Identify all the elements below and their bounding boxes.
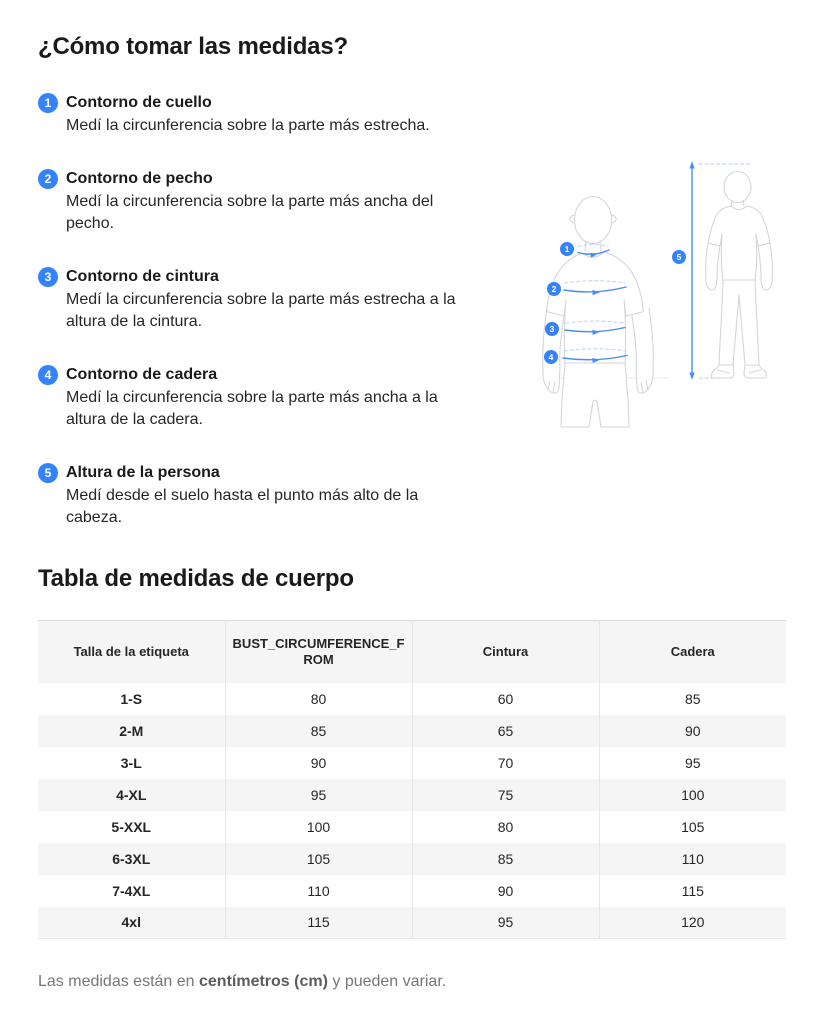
size-label: 2-M <box>38 714 225 747</box>
footnote-prefix: Las medidas están en <box>38 973 199 990</box>
bust-value: 100 <box>224 810 412 843</box>
size-label: 3-L <box>120 754 142 771</box>
waist-value: 80 <box>411 810 599 843</box>
size-label: 6-3XL <box>38 842 225 875</box>
instruction-head: 5 Altura de la persona <box>38 462 508 484</box>
table-row: 6-3XL 105 85 110 <box>38 842 786 875</box>
footnote-units: centímetros (cm) <box>199 973 328 990</box>
instruction-head: 2 Contorno de pecho <box>38 168 508 190</box>
table-row: 4xl 115 95 120 <box>38 906 786 939</box>
instruction-item-neck: 1 Contorno de cuello Medí la circunferen… <box>38 92 508 137</box>
col-header-waist: Cintura <box>411 620 599 683</box>
table-header: Talla de la etiqueta BUST_CIRCUMFERENCE_… <box>38 620 786 683</box>
figure-badge-1: 1 <box>560 242 574 256</box>
figure-badge-5: 5 <box>672 250 686 264</box>
waist-value: 75 <box>411 778 599 811</box>
svg-text:4: 4 <box>549 352 554 362</box>
instruction-item-chest: 2 Contorno de pecho Medí la circunferenc… <box>38 168 508 235</box>
size-label: 5-XXL <box>111 818 152 835</box>
measurement-figure: 1 2 3 4 <box>536 150 786 440</box>
hip-value: 110 <box>598 842 786 875</box>
body-measurements-table: Talla de la etiqueta BUST_CIRCUMFERENCE_… <box>38 620 786 939</box>
step-2-badge: 2 <box>38 169 58 189</box>
size-label: 4-XL <box>38 778 225 811</box>
instruction-item-hip: 4 Contorno de cadera Medí la circunferen… <box>38 364 508 431</box>
table-body: 1-S 80 60 85 2-M 85 65 90 3-L 90 70 95 4… <box>38 682 786 939</box>
table-row: 1-S 80 60 85 <box>38 682 786 715</box>
instruction-head: 4 Contorno de cadera <box>38 364 508 386</box>
table-row: 5-XXL 100 80 105 <box>38 810 786 843</box>
units-footnote: Las medidas están en centímetros (cm) y … <box>38 971 786 993</box>
table-row: 7-4XL 110 90 115 <box>38 874 786 907</box>
size-guide-page: ¿Cómo tomar las medidas? 1 Contorno de c… <box>38 33 786 993</box>
bust-value: 85 <box>224 714 412 747</box>
size-label: 1-S <box>120 690 143 707</box>
footnote-suffix: y pueden variar. <box>327 973 447 990</box>
instruction-description: Medí la circunferencia sobre la parte má… <box>66 117 430 134</box>
table-row: 4-XL 95 75 100 <box>38 778 786 811</box>
svg-text:3: 3 <box>550 324 555 334</box>
hip-value: 120 <box>598 906 786 939</box>
figure-badge-3: 3 <box>545 322 559 336</box>
instruction-title: Contorno de cuello <box>66 94 212 111</box>
instructions-list: 1 Contorno de cuello Medí la circunferen… <box>38 92 508 529</box>
figure-badge-2: 2 <box>547 282 561 296</box>
instruction-title: Altura de la persona <box>66 464 220 481</box>
waist-value: 90 <box>411 874 599 907</box>
hip-value: 100 <box>598 778 786 811</box>
size-label: 7-4XL <box>112 882 151 899</box>
instruction-description: Medí la circunferencia sobre la parte má… <box>66 193 434 232</box>
bust-value: 105 <box>224 842 412 875</box>
table-row: 3-L 90 70 95 <box>38 746 786 779</box>
size-label: 4xl <box>38 906 225 939</box>
instruction-head: 1 Contorno de cuello <box>38 92 508 114</box>
instruction-description: Medí la circunferencia sobre la parte má… <box>66 389 438 428</box>
instruction-title: Contorno de cintura <box>66 268 219 285</box>
hip-value: 95 <box>598 746 786 779</box>
svg-text:5: 5 <box>677 252 682 262</box>
instruction-head: 3 Contorno de cintura <box>38 266 508 288</box>
col-header-size: Talla de la etiqueta <box>38 620 225 683</box>
front-body-figure: 1 2 3 4 <box>538 195 670 428</box>
body-measurement-illustration: 1 2 3 4 <box>538 161 773 428</box>
step-5-badge: 5 <box>38 463 58 483</box>
table-row: 2-M 85 65 90 <box>38 714 786 747</box>
instruction-item-height: 5 Altura de la persona Medí desde el sue… <box>38 462 508 529</box>
page-title: ¿Cómo tomar las medidas? <box>38 33 348 60</box>
instruction-title: Contorno de pecho <box>66 170 213 187</box>
bust-value: 95 <box>224 778 412 811</box>
instruction-title: Contorno de cadera <box>66 366 218 383</box>
instruction-description: Medí desde el suelo hasta el punto más a… <box>66 487 419 526</box>
bust-value: 80 <box>224 682 412 715</box>
svg-text:1: 1 <box>565 244 570 254</box>
bust-value: 115 <box>224 906 412 939</box>
svg-text:2: 2 <box>552 284 557 294</box>
waist-value: 85 <box>411 842 599 875</box>
step-3-badge: 3 <box>38 267 58 287</box>
instruction-item-waist: 3 Contorno de cintura Medí la circunfere… <box>38 266 508 333</box>
col-header-hip: Cadera <box>598 620 786 683</box>
step-1-badge: 1 <box>38 93 58 113</box>
table-header-row: Talla de la etiqueta BUST_CIRCUMFERENCE_… <box>38 620 786 683</box>
waist-value: 70 <box>411 746 599 779</box>
height-figure: 5 <box>672 161 773 380</box>
instruction-description: Medí la circunferencia sobre la parte má… <box>66 291 456 330</box>
hip-value: 115 <box>598 874 786 907</box>
col-header-bust: BUST_CIRCUMFERENCE_FROM <box>224 620 412 683</box>
hip-value: 105 <box>598 810 786 843</box>
table-heading: Tabla de medidas de cuerpo <box>38 565 354 592</box>
waist-value: 95 <box>411 906 599 939</box>
hip-value: 90 <box>598 714 786 747</box>
waist-value: 60 <box>411 682 599 715</box>
bust-value: 110 <box>224 874 412 907</box>
step-4-badge: 4 <box>38 365 58 385</box>
hip-value: 85 <box>598 682 786 715</box>
waist-value: 65 <box>411 714 599 747</box>
figure-badge-4: 4 <box>544 350 558 364</box>
bust-value: 90 <box>224 746 412 779</box>
